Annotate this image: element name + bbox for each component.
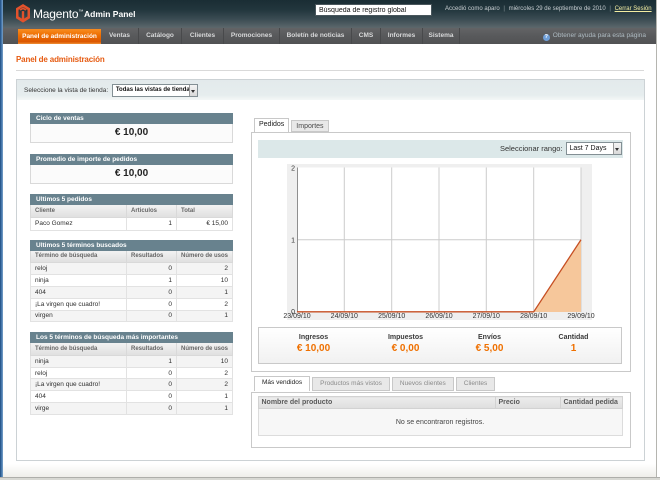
svg-text:26/09/10: 26/09/10 <box>425 313 452 320</box>
svg-text:27/09/10: 27/09/10 <box>473 313 500 320</box>
svg-text:23/09/10: 23/09/10 <box>283 313 310 320</box>
svg-text:29/09/10: 29/09/10 <box>567 313 594 320</box>
svg-text:1: 1 <box>291 237 295 244</box>
svg-text:2: 2 <box>291 165 295 172</box>
svg-text:25/09/10: 25/09/10 <box>378 313 405 320</box>
svg-text:24/09/10: 24/09/10 <box>331 313 358 320</box>
svg-text:28/09/10: 28/09/10 <box>520 313 547 320</box>
svg-text:0: 0 <box>291 309 295 316</box>
